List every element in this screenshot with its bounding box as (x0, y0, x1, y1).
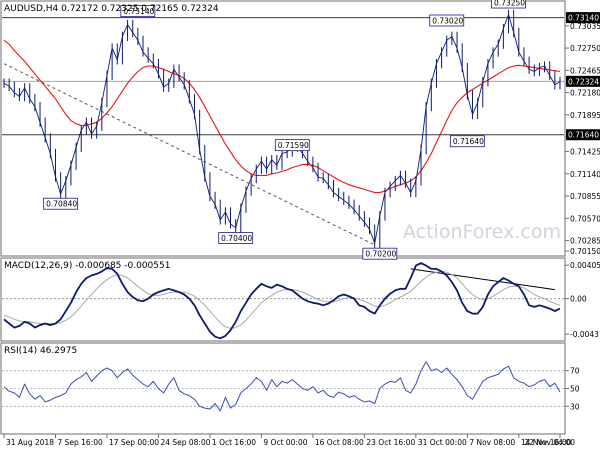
y-tick-label: 0.72750 (570, 44, 600, 53)
y-tick-label: 0.72465 (570, 66, 600, 75)
annotation-box (362, 247, 398, 260)
y-tick-label: 0.70150 (570, 247, 600, 256)
annotation-box (449, 135, 485, 148)
y-tick-label: 30 (570, 402, 580, 411)
annotation-label: 0.70840 (46, 200, 77, 209)
price-tag (566, 75, 600, 87)
rsi-line (3, 361, 561, 412)
y-tick-label: -0.0043 (570, 330, 599, 339)
annotation-box (120, 5, 156, 18)
watermark: ActionForex.com (403, 221, 561, 243)
price-tag-label: 0.71640 (568, 131, 599, 140)
price-tag-label: 0.73140 (568, 14, 599, 23)
price-panel (0, 0, 566, 257)
annotation-label: 0.73020 (432, 16, 463, 25)
annotation-box (429, 14, 465, 27)
y-tick-label: 70 (570, 367, 580, 376)
annotation-box (491, 0, 526, 9)
y-tick-label: 0.72180 (570, 89, 600, 98)
y-tick-label: 50 (570, 385, 580, 394)
x-tick-label: 7 Sep 16:00 (57, 438, 103, 447)
price-tag-label: 0.72324 (568, 77, 599, 86)
y-tick-label: 0.71895 (570, 111, 600, 120)
annotation-box (274, 139, 310, 152)
x-tick-label: 31 Oct 00:00 (418, 438, 467, 447)
x-tick-label: 22 Nov 04:00 (524, 438, 575, 447)
x-tick-label: 14 Nov 16:00 (521, 438, 572, 447)
annotation-label: 0.70200 (365, 250, 396, 259)
y-tick-label: 0.00 (570, 295, 587, 304)
annotation-label: 0.71590 (278, 141, 309, 150)
macd-header: MACD(12,26,9) -0.000685 -0.000551 (4, 261, 170, 271)
y-tick-label: 0.00405 (570, 261, 600, 270)
y-tick-label: 0.70285 (570, 237, 600, 246)
annotation-box (218, 232, 254, 244)
x-tick-label: 31 Aug 2018 (6, 438, 54, 447)
price-header: AUDUSD,H4 0.72172 0.72325 0.72165 0.7232… (4, 4, 219, 14)
macd-signal-line (3, 270, 561, 329)
x-tick-label: 23 Oct 16:00 (366, 438, 415, 447)
price-tag (566, 12, 600, 24)
annotation-box (43, 197, 79, 210)
x-tick-label: 1 Oct 16:00 (212, 438, 256, 447)
y-tick-label: 0.73035 (570, 22, 600, 31)
y-tick-label: 0.70855 (570, 192, 600, 201)
x-tick-label: 17 Sep 00:00 (109, 438, 159, 447)
y-tick-label: 0.70570 (570, 214, 600, 223)
x-tick-label: 24 Sep 08:00 (160, 438, 210, 447)
annotation-label: 0.71640 (453, 137, 484, 146)
annotation-label: 0.73140 (123, 7, 154, 16)
annotation-label: 0.73250 (494, 0, 525, 8)
macd-line (3, 262, 561, 340)
x-tick-label: 16 Oct 08:00 (315, 438, 364, 447)
y-tick-label: 0.71140 (570, 170, 600, 179)
annotation-label: 0.70400 (221, 234, 252, 243)
price-trendline (3, 63, 375, 246)
price-tag (566, 129, 600, 141)
x-tick-label: 9 Oct 00:00 (263, 438, 307, 447)
rsi-header: RSI(14) 46.2975 (4, 346, 77, 356)
y-tick-label: 0.71425 (570, 148, 600, 157)
x-tick-label: 7 Nov 08:00 (469, 438, 515, 447)
macd-panel (0, 257, 566, 342)
